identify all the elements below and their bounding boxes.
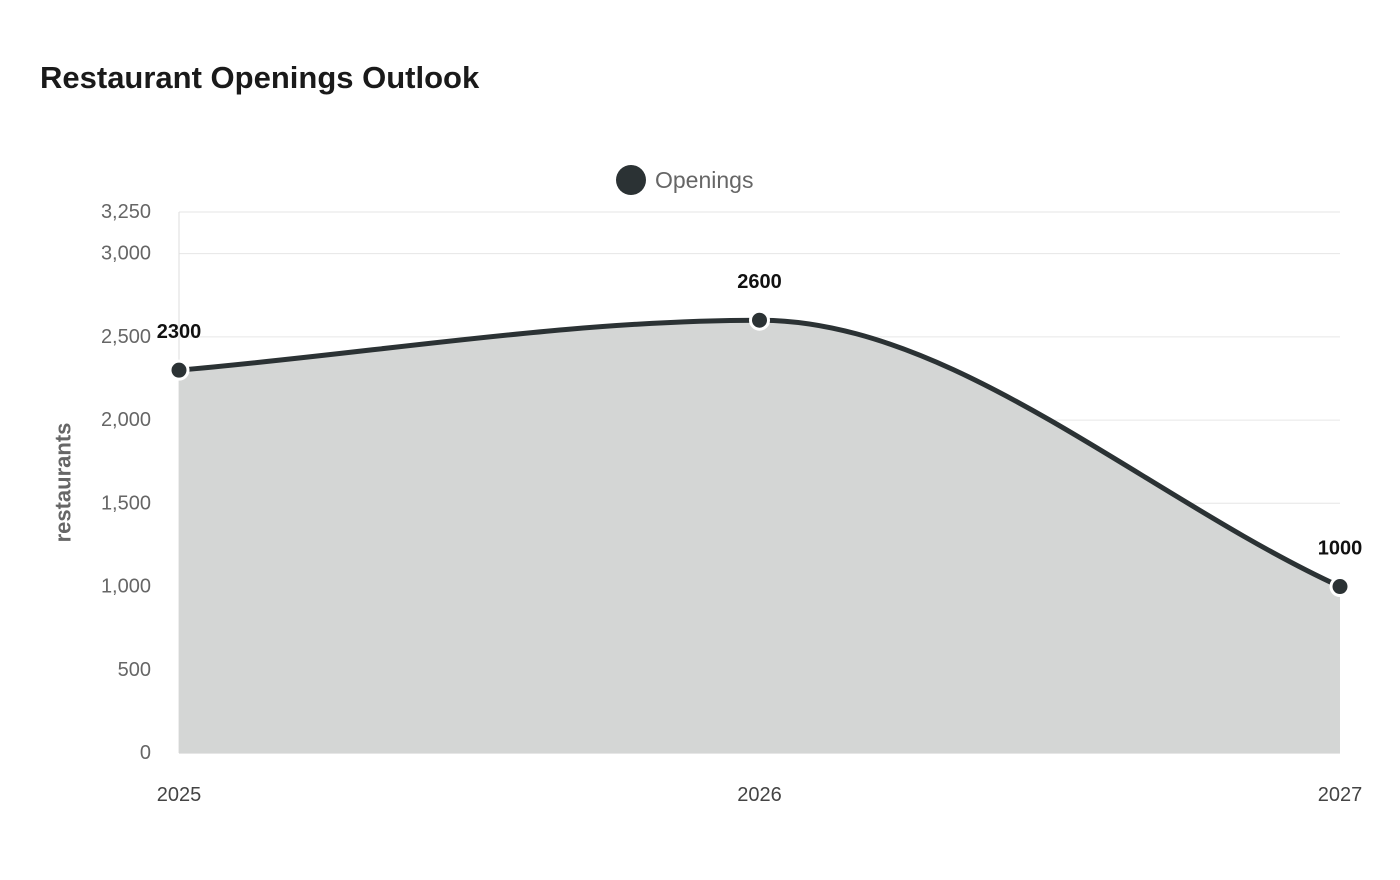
series-area-fill (179, 320, 1340, 753)
x-tick-label: 2027 (1318, 784, 1363, 806)
chart-title: Restaurant Openings Outlook (40, 60, 480, 95)
y-tick-label: 2,500 (101, 326, 151, 348)
x-tick-label: 2025 (157, 784, 202, 806)
data-label: 2300 (157, 321, 202, 343)
series-openings (176, 317, 1343, 753)
x-axis-ticks: 2025 2026 2027 (157, 784, 1363, 806)
y-axis-title: restaurants (51, 423, 76, 543)
y-tick-label: 3,250 (101, 201, 151, 223)
data-label: 2600 (737, 271, 782, 293)
y-tick-label: 2,000 (101, 409, 151, 431)
legend-label-openings: Openings (655, 167, 753, 193)
legend-marker-openings (616, 165, 646, 195)
x-tick-label: 2026 (737, 784, 782, 806)
data-label: 1000 (1318, 538, 1363, 560)
y-tick-label: 0 (140, 742, 151, 764)
data-point[interactable] (168, 359, 190, 381)
data-point[interactable] (749, 309, 770, 331)
data-labels: 2300 2600 1000 (157, 271, 1363, 559)
y-tick-label: 1,500 (101, 492, 151, 514)
y-tick-label: 1,000 (101, 576, 151, 598)
y-tick-label: 3,000 (101, 243, 151, 265)
data-point[interactable] (1329, 576, 1351, 598)
y-tick-label: 500 (118, 659, 151, 681)
data-points (168, 309, 1351, 598)
y-axis-ticks: 0 500 1,000 1,500 2,000 2,500 3,000 3,250 (101, 201, 151, 764)
legend[interactable]: Openings (616, 165, 753, 195)
